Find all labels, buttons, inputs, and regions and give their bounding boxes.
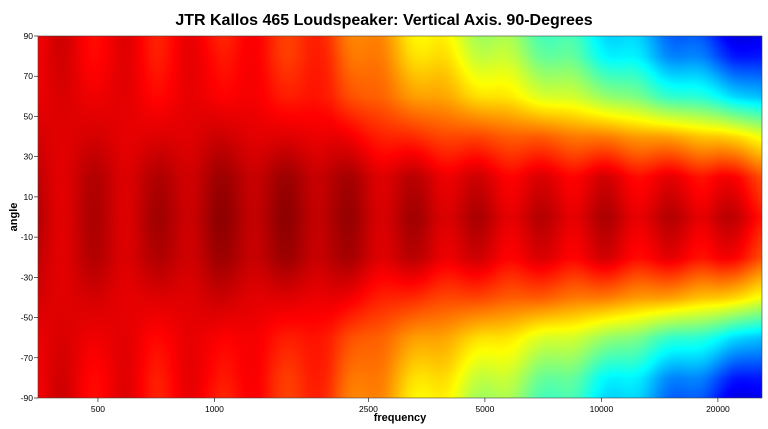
y-tick-label: 50 <box>24 111 34 121</box>
chart-title: JTR Kallos 465 Loudspeaker: Vertical Axi… <box>175 12 592 29</box>
y-tick-label: 70 <box>24 71 34 81</box>
x-tick-label: 10000 <box>590 404 614 414</box>
x-tick-label: 5000 <box>475 404 494 414</box>
x-tick-label: 1000 <box>205 404 224 414</box>
x-axis: 500 1000 2500 5000 10000 20000 <box>91 398 730 414</box>
x-tick-label: 500 <box>91 404 105 414</box>
y-tick-label: -70 <box>21 353 34 363</box>
y-axis-label: angle <box>8 203 20 232</box>
plot-frame <box>37 35 763 399</box>
x-tick-label: 20000 <box>706 404 730 414</box>
y-tick-label: 10 <box>24 192 34 202</box>
y-tick-label: 90 <box>24 31 34 41</box>
y-tick-label: -50 <box>21 313 34 323</box>
y-tick-label: -90 <box>21 393 34 403</box>
y-tick-label: -30 <box>21 272 34 282</box>
plot-area <box>37 35 763 399</box>
y-tick-label: -10 <box>21 232 34 242</box>
y-axis: 90 70 50 30 10 -10 -30 -50 -70 -90 <box>21 31 38 403</box>
heatmap-field <box>38 36 762 398</box>
x-axis-label: frequency <box>374 412 427 424</box>
y-tick-label: 30 <box>24 152 34 162</box>
x-tick-label: 2500 <box>359 404 378 414</box>
